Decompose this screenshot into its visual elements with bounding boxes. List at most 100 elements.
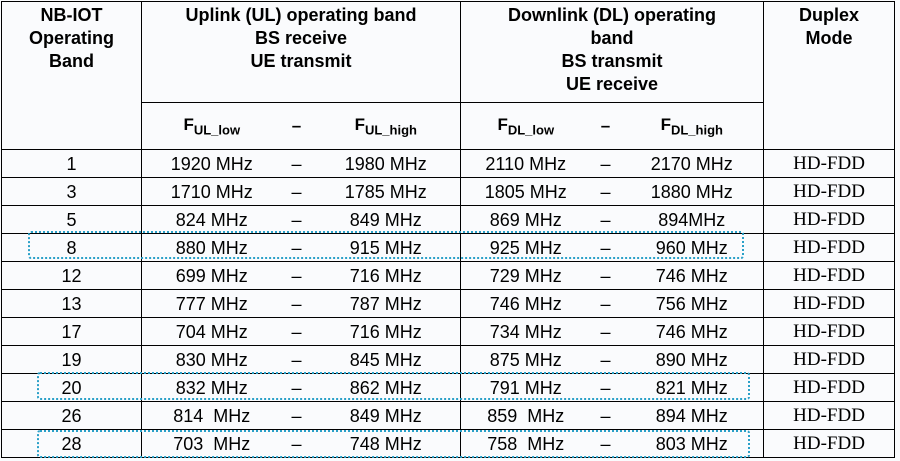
table-cell: –: [590, 373, 621, 402]
header-line: BS receive: [254, 28, 348, 48]
table-cell: 791 MHz: [460, 373, 591, 402]
subheader-cell: –: [281, 102, 312, 150]
table-cell: 734 MHz: [460, 317, 591, 346]
table-cell: 875 MHz: [460, 345, 591, 374]
table-cell: 894 MHz: [620, 401, 765, 430]
header-line: BS transmit: [561, 51, 663, 71]
table-cell: 748 MHz: [311, 429, 462, 458]
subheader-sub: UL_high: [364, 122, 417, 138]
table-cell: 26: [1, 401, 142, 430]
table-cell: –: [281, 289, 312, 318]
table-cell: 1880 MHz: [620, 177, 765, 206]
table-cell: 1785 MHz: [311, 177, 462, 206]
header-line: Band: [49, 51, 94, 71]
subheader-sub: DL_low: [507, 122, 555, 138]
table-cell: 849 MHz: [311, 205, 462, 234]
table-cell: –: [590, 261, 621, 290]
table-cell: 859 MHz: [460, 401, 591, 430]
subheader-main: F: [660, 114, 671, 134]
table-cell: 704 MHz: [141, 317, 282, 346]
table-cell: 1980 MHz: [311, 149, 462, 178]
table-cell: HD-FDD: [763, 373, 896, 402]
table-cell: 729 MHz: [460, 261, 591, 290]
table-cell: HD-FDD: [763, 149, 896, 178]
data-row: 1 1920 MHz –1980 MHz 2110 MHz –2170 MHz HD-FD…: [1, 149, 896, 178]
table-cell: HD-FDD: [763, 429, 896, 458]
table-cell: HD-FDD: [763, 205, 896, 234]
subheader-cell: FDL_low: [460, 102, 591, 150]
header-line: UE transmit: [250, 51, 352, 71]
header-cell: Uplink (UL) operating band BS receive UE t…: [140, 1, 462, 103]
table-cell: –: [590, 401, 621, 430]
subheader-sub: UL_low: [193, 122, 241, 138]
subheader-cell: FDL_high: [620, 102, 765, 150]
header-line: NB-IOT: [40, 5, 103, 25]
table-cell: 746 MHz: [620, 317, 765, 346]
table-cell: 3: [1, 177, 142, 206]
data-row: 5 824 MHz –849 MHz 869 MHz –894MHz HD-FDD: [1, 205, 896, 234]
header-cell: Duplex Mode: [763, 1, 896, 150]
table-cell: 756 MHz: [620, 289, 765, 318]
table-cell: 716 MHz: [311, 261, 462, 290]
data-row: 3 1710 MHz –1785 MHz 1805 MHz –1880 MHz HD-FD…: [1, 177, 896, 206]
table-cell: 890 MHz: [620, 345, 765, 374]
table-cell: 20: [1, 373, 142, 402]
table-cell: 716 MHz: [311, 317, 462, 346]
highlight-box: [37, 430, 750, 458]
table-cell: –: [281, 345, 312, 374]
highlight-box: [28, 231, 744, 259]
data-row: 28 703 MHz –748 MHz 758 MHz –803 MHz HD-FDD: [1, 429, 896, 458]
table-cell: 5: [1, 205, 142, 234]
table-cell: 1: [1, 149, 142, 178]
header-line: Downlink (DL) operating: [508, 5, 717, 25]
table-cell: HD-FDD: [763, 345, 896, 374]
subheader-main: –: [291, 116, 302, 135]
table-cell: HD-FDD: [763, 289, 896, 318]
table-cell: –: [281, 317, 312, 346]
table-cell: –: [590, 149, 621, 178]
header-cell: NB-IOT Operating Band: [1, 1, 142, 150]
subheader-main: F: [354, 114, 365, 134]
table-cell: 814 MHz: [141, 401, 282, 430]
table-cell: 862 MHz: [311, 373, 462, 402]
subheader-main: –: [600, 116, 611, 135]
table-cell: 803 MHz: [620, 429, 765, 458]
table-cell: 12: [1, 261, 142, 290]
subheader-main: F: [183, 114, 194, 134]
subheader-sub: DL_high: [670, 122, 723, 138]
table-cell: 1920 MHz: [141, 149, 282, 178]
table-cell: HD-FDD: [763, 261, 896, 290]
table-cell: 746 MHz: [620, 261, 765, 290]
table-cell: –: [590, 345, 621, 374]
table-cell: 1805 MHz: [460, 177, 591, 206]
table-cell: –: [281, 177, 312, 206]
table-cell: 849 MHz: [311, 401, 462, 430]
table-cell: 699 MHz: [141, 261, 282, 290]
header-line: Mode: [805, 28, 853, 48]
table-cell: –: [590, 177, 621, 206]
table-cell: HD-FDD: [763, 401, 896, 430]
table-cell: 19: [1, 345, 142, 374]
header-line: Uplink (UL) operating band: [185, 5, 417, 25]
table-cell: HD-FDD: [763, 177, 896, 206]
table-cell: –: [590, 429, 621, 458]
table-cell: –: [281, 373, 312, 402]
table-cell: 869 MHz: [460, 205, 591, 234]
header-line: band: [590, 28, 634, 48]
table-cell: 758 MHz: [460, 429, 591, 458]
table-cell: –: [281, 401, 312, 430]
table-cell: –: [281, 261, 312, 290]
header-line: UE receive: [565, 74, 659, 94]
data-row: 17 704 MHz –716 MHz 734 MHz –746 MHz HD-FDD: [1, 317, 896, 346]
data-row: 12 699 MHz –716 MHz 729 MHz –746 MHz HD-FDD: [1, 261, 896, 290]
table-cell: HD-FDD: [763, 317, 896, 346]
table-cell: 13: [1, 289, 142, 318]
table-cell: –: [590, 289, 621, 318]
table-cell: 1710 MHz: [141, 177, 282, 206]
table-cell: 830 MHz: [141, 345, 282, 374]
data-row: 19 830 MHz –845 MHz 875 MHz –890 MHz HD-FDD: [1, 345, 896, 374]
table-cell: 824 MHz: [141, 205, 282, 234]
header-row: NB-IOT Operating Band Uplink (UL) operating…: [1, 1, 896, 150]
